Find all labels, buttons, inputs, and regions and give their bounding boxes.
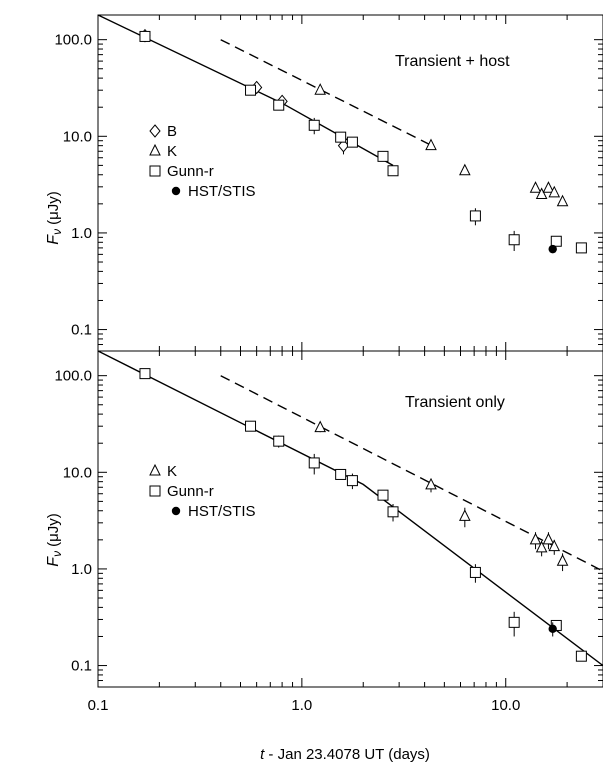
plot-frame-bottom (97, 350, 603, 688)
y-tick-label: 100.0 (54, 32, 92, 49)
y-tick-label: 10.0 (63, 464, 92, 481)
legend-label: HST/STIS (188, 503, 256, 520)
x-axis-title-t: t (260, 746, 265, 763)
fit-lines-bottom (98, 351, 603, 667)
y-tick-label: 1.0 (71, 561, 92, 578)
y-axis-subscript: ν (50, 551, 64, 557)
data-point-k (535, 540, 548, 553)
x-tick-label: 10.0 (491, 697, 520, 714)
data-point-gunn-r (245, 84, 257, 96)
panel-bottom: 0.1 1.0 10.0 100.0 0.1 1.0 10.0 Transient only… (45, 350, 603, 763)
data-point-gunn-r (387, 165, 399, 177)
panel-top: 0.1 1.0 10.0 100.0 Transient + host BK Gunn-… (45, 14, 603, 352)
data-point-gunn-r (387, 506, 399, 518)
y-axis-unit: (μJy) (45, 513, 62, 547)
dashed-fit-line (220, 39, 430, 145)
data-point-gunn-r (139, 30, 151, 42)
data-point-gunn-r (346, 136, 358, 148)
legend-label: Gunn-r (167, 163, 214, 180)
data-point-hst-stis (548, 244, 557, 254)
data-point-k (535, 187, 548, 199)
y-tick-label: 1.0 (71, 225, 92, 242)
data-point-gunn-r (575, 650, 587, 662)
legend-label: K (167, 463, 177, 480)
legend-bottom: K Gunn-r HST/STIS (149, 463, 256, 520)
y-axis-symbol: F (45, 556, 62, 567)
y-tick-label: 0.1 (71, 658, 92, 675)
x-tick-label: 1.0 (291, 697, 312, 714)
legend-marker-gunn-r (149, 485, 161, 497)
y-axis-subscript: ν (50, 229, 64, 235)
legend-marker-gunn-r (149, 165, 161, 177)
legend-label: Gunn-r (167, 483, 214, 500)
y-tick-label: 100.0 (54, 368, 92, 385)
ticks-bottom: 0.1 1.0 10.0 100.0 0.1 1.0 10.0 (54, 351, 603, 714)
data-point-k (459, 163, 471, 176)
data-point-k (556, 554, 569, 566)
data-point-gunn-r (469, 566, 481, 578)
data-point-gunn-r (335, 468, 347, 480)
y-axis-title-top: Fν (μJy) (45, 191, 64, 244)
data-point-gunn-r (335, 131, 347, 143)
legend-marker-hst-stis (171, 186, 181, 196)
y-axis-unit: (μJy) (45, 191, 62, 225)
data-point-gunn-r (575, 242, 587, 254)
data-points-bottom (139, 368, 587, 662)
data-point-k (548, 185, 561, 198)
legend-label: K (167, 143, 177, 160)
legend-marker-k (149, 463, 161, 476)
panel-annotation-bottom: Transient only (405, 394, 505, 411)
legend-label: B (167, 123, 177, 140)
data-point-gunn-r (469, 210, 481, 222)
data-point-k (542, 181, 555, 193)
data-point-gunn-r (377, 150, 389, 162)
data-point-k (542, 532, 555, 545)
data-point-k (459, 509, 471, 521)
x-tick-label: 0.1 (88, 697, 109, 714)
data-point-gunn-r (377, 489, 389, 501)
panel-annotation-top: Transient + host (395, 53, 510, 70)
data-point-k (548, 539, 561, 552)
data-point-k (314, 83, 327, 95)
data-point-k (556, 194, 569, 207)
data-point-gunn-r (273, 99, 285, 111)
data-point-k (314, 420, 327, 433)
data-point-gunn-r (508, 616, 520, 628)
data-point-gunn-r (245, 420, 257, 432)
y-tick-label: 10.0 (63, 128, 92, 145)
data-point-gunn-r (273, 435, 285, 447)
ticks-top: 0.1 1.0 10.0 100.0 (54, 15, 603, 352)
data-point-gunn-r (550, 235, 562, 247)
data-point-gunn-r (346, 475, 358, 487)
x-axis-title: t - Jan 23.4078 UT (days) (260, 746, 430, 763)
data-point-gunn-r (308, 457, 320, 469)
data-point-hst-stis (548, 624, 557, 634)
plot-frame-top (97, 14, 603, 352)
data-point-k (529, 181, 542, 193)
y-axis-symbol: F (45, 234, 62, 245)
data-point-k (529, 532, 542, 545)
data-points-top (139, 28, 587, 254)
data-point-gunn-r (139, 368, 151, 380)
x-axis-title-rest: - Jan 23.4078 UT (days) (264, 746, 430, 763)
legend-marker-k (149, 143, 161, 156)
legend-label: HST/STIS (188, 183, 256, 200)
y-tick-label: 0.1 (71, 322, 92, 339)
data-point-b (337, 138, 350, 153)
legend-marker-hst-stis (171, 506, 181, 516)
data-point-gunn-r (308, 119, 320, 131)
data-point-gunn-r (508, 234, 520, 246)
solid-fit-line (98, 351, 603, 667)
data-point-k (425, 138, 437, 151)
data-point-k (425, 477, 437, 490)
y-axis-title-bottom: Fν (μJy) (45, 513, 64, 566)
dashed-fit-line (220, 375, 603, 572)
legend-top: BK Gunn-r HST/STIS (149, 123, 256, 200)
legend-marker-b (149, 124, 161, 138)
